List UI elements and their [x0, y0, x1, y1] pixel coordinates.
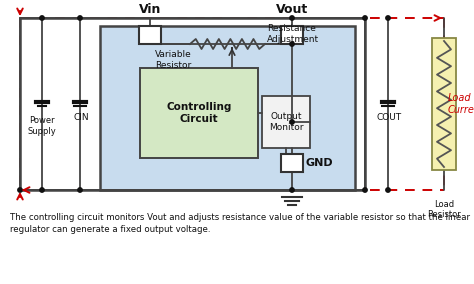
Circle shape [40, 16, 44, 20]
Circle shape [290, 188, 294, 192]
Text: CIN: CIN [73, 114, 89, 122]
Text: regulator can generate a fixed output voltage.: regulator can generate a fixed output vo… [10, 225, 210, 234]
Text: Output
Monitor: Output Monitor [269, 112, 303, 132]
Bar [281, 154, 303, 172]
Circle shape [363, 188, 367, 192]
Text: Power
Supply: Power Supply [27, 116, 56, 136]
Bar [100, 26, 355, 190]
Circle shape [18, 188, 22, 192]
Circle shape [78, 188, 82, 192]
Circle shape [290, 42, 294, 46]
Bar [140, 68, 258, 158]
Bar [432, 38, 456, 170]
Text: COUT: COUT [376, 114, 401, 122]
Bar [262, 96, 310, 148]
Bar [139, 26, 161, 44]
Circle shape [386, 188, 390, 192]
Text: Vin: Vin [139, 3, 161, 16]
Circle shape [78, 16, 82, 20]
Circle shape [363, 16, 367, 20]
Circle shape [386, 16, 390, 20]
Text: Controlling
Circuit: Controlling Circuit [166, 102, 232, 124]
Circle shape [290, 120, 294, 124]
Circle shape [290, 16, 294, 20]
Text: Load
Current: Load Current [448, 93, 474, 115]
Bar [20, 18, 365, 190]
Text: Vout: Vout [276, 3, 308, 16]
Text: Load
Resistor: Load Resistor [427, 200, 461, 220]
Text: The controlling circuit monitors Vout and adjusts resistance value of the variab: The controlling circuit monitors Vout an… [10, 213, 470, 222]
Circle shape [40, 188, 44, 192]
Text: Resistance
Adjustment: Resistance Adjustment [267, 24, 319, 44]
Bar [281, 26, 303, 44]
Text: GND: GND [306, 158, 334, 168]
Text: Variable
Resistor: Variable Resistor [155, 50, 192, 70]
